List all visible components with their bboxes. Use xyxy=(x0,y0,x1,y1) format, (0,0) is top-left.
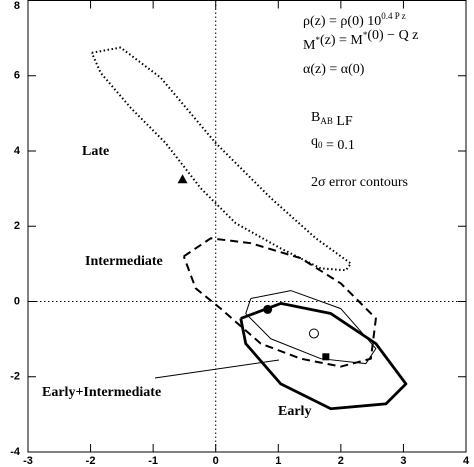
filled-circle-marker xyxy=(263,304,273,314)
x-tick-label: -2 xyxy=(86,455,96,467)
triangle-marker xyxy=(177,174,188,184)
annotation-text: (z) = M xyxy=(320,33,363,48)
annotation: 2σ error contours xyxy=(311,175,408,190)
series-label: Late xyxy=(82,144,109,159)
subscript: 0 xyxy=(318,140,323,150)
superscript: * xyxy=(315,35,320,45)
annotation-text: = 0.1 xyxy=(323,138,355,153)
open-circle-marker xyxy=(308,328,319,339)
y-tick-label: 0 xyxy=(14,295,20,307)
series-label: Intermediate xyxy=(85,254,163,269)
x-tick-label: 1 xyxy=(275,455,281,467)
annotation-text: LF xyxy=(333,114,353,129)
annotation: M*(z) = M*(0) − Q z xyxy=(303,28,418,53)
y-tick-label: -2 xyxy=(10,371,20,383)
y-tick-label: -4 xyxy=(10,446,21,458)
annotation-text: M xyxy=(303,38,316,53)
square-marker xyxy=(322,353,330,361)
y-tick-label: 4 xyxy=(14,145,21,157)
contour xyxy=(182,237,377,368)
y-tick-label: 2 xyxy=(14,220,20,232)
annotation: α(z) = α(0) xyxy=(303,62,365,77)
x-tick-label: 4 xyxy=(463,455,470,467)
annotation-text: 2σ error contours xyxy=(311,175,408,190)
series-label: Early+Intermediate xyxy=(42,385,161,400)
annotation: ρ(z) = ρ(0) 100.4 P z xyxy=(303,11,406,29)
superscript: * xyxy=(363,30,368,40)
contour xyxy=(245,290,377,365)
y-tick-label: 6 xyxy=(14,70,20,82)
annotation-text: α(z) = α(0) xyxy=(303,62,365,77)
annotation-text: (0) − Q z xyxy=(367,28,418,43)
label-pointer xyxy=(154,359,280,379)
annotation-text: B xyxy=(311,110,320,125)
annotation: BAB LF xyxy=(311,110,353,129)
x-tick-label: -3 xyxy=(23,455,33,467)
annotation-text: q xyxy=(311,134,318,149)
x-tick-label: 0 xyxy=(213,455,219,467)
y-tick-label: 8 xyxy=(14,0,20,12)
x-tick-label: 2 xyxy=(338,455,344,467)
annotation-text: ρ(z) = ρ(0) 10 xyxy=(303,14,381,29)
series-label: Early xyxy=(278,404,311,419)
x-tick-label: -1 xyxy=(148,455,158,467)
contour xyxy=(90,46,352,272)
contour xyxy=(239,301,408,411)
subscript: AB xyxy=(320,116,333,126)
superscript: 0.4 P z xyxy=(381,11,405,21)
annotation: q0 = 0.1 xyxy=(311,134,355,153)
x-tick-label: 3 xyxy=(400,455,406,467)
